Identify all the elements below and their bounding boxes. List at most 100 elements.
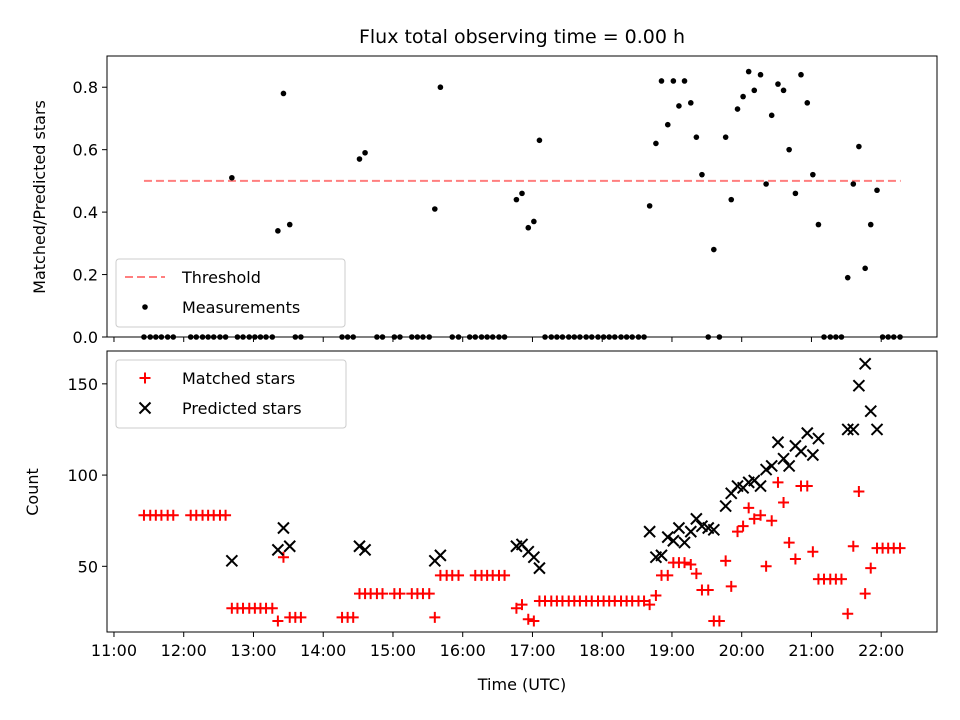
- measurement-point: [763, 181, 769, 187]
- matched-star-point: [713, 615, 725, 627]
- matched-star-point: [783, 537, 795, 549]
- predicted-star-point: [690, 512, 703, 526]
- matched-star-point: [835, 573, 847, 585]
- measurement-point: [670, 78, 677, 84]
- matched-star-point: [732, 526, 744, 538]
- predicted-star-point: [678, 536, 691, 549]
- matched-star-point: [842, 608, 854, 620]
- top-y-tick-label: 0.6: [73, 141, 98, 160]
- measurement-point: [275, 228, 281, 234]
- measurement-point: [531, 218, 537, 225]
- matched-star-point: [801, 480, 813, 492]
- measurement-point: [775, 81, 781, 87]
- bottom-plot-frame: [106, 350, 938, 633]
- matched-star-point: [295, 611, 307, 623]
- matched-star-point: [679, 557, 691, 569]
- matched-star-point: [743, 502, 755, 514]
- predicted-star-point: [771, 436, 785, 449]
- bottom-legend-box: [115, 359, 347, 429]
- top-y-tick-label: 0.0: [73, 328, 98, 347]
- measurement-point: [751, 87, 758, 94]
- predicted-star-point: [353, 540, 366, 553]
- predicted-star-point: [434, 549, 447, 562]
- matched-star-point: [644, 599, 656, 611]
- predicted-star-point: [533, 561, 546, 575]
- measurement-point: [786, 146, 792, 153]
- measurement-point: [862, 265, 868, 272]
- matched-star-point: [377, 588, 389, 600]
- measurement-point: [728, 196, 735, 203]
- bottom-panel: 50 100 150 11:00 12:00 13:00 14:00 15:00 16:00 17…: [67, 350, 938, 660]
- bottom-x-tick-label: 18:00: [579, 641, 625, 660]
- measurement-point: [768, 112, 775, 119]
- matched-star-point: [894, 542, 906, 554]
- matched-star-point: [220, 509, 232, 521]
- top-y-tick-label: 0.4: [73, 203, 98, 222]
- matched-star-point: [760, 560, 772, 572]
- matched-star-point: [266, 602, 278, 614]
- bottom-x-tick-label: 19:00: [649, 641, 695, 660]
- predicted-star-point: [806, 448, 820, 462]
- predicted-star-point: [684, 525, 697, 538]
- matched-star-point: [772, 476, 784, 488]
- matched-star-point: [865, 562, 877, 574]
- matched-star-point: [859, 588, 871, 600]
- top-legend-box: [115, 258, 346, 328]
- measurement-point: [687, 100, 694, 106]
- measurement-point: [798, 71, 804, 78]
- measurements-legend-swatch: [142, 304, 148, 310]
- predicted-star-point: [794, 445, 808, 458]
- matched-star-point: [748, 513, 760, 525]
- measurement-point: [286, 221, 293, 228]
- predicted-star-point: [864, 405, 877, 418]
- predicted-star-point: [667, 534, 680, 547]
- matched-star-point: [755, 509, 767, 521]
- top-y-tick-label: 0.8: [73, 78, 98, 97]
- matched-star-point: [347, 611, 359, 623]
- measurement-point: [519, 190, 525, 197]
- matched-star-point: [516, 599, 528, 611]
- measurement-point: [740, 93, 746, 100]
- predicted-star-point: [271, 543, 285, 557]
- measurement-point: [810, 171, 816, 178]
- matched-star-point: [778, 496, 790, 508]
- bottom-legend-label: Matched stars: [182, 369, 295, 388]
- measurement-point: [874, 187, 880, 194]
- predicted-star-point: [801, 426, 814, 440]
- bottom-y-tick-label: 100: [67, 466, 98, 485]
- matched-star-point: [429, 611, 441, 623]
- measurement-point: [229, 174, 235, 181]
- measurement-point: [867, 221, 874, 228]
- measurement-point: [664, 121, 671, 128]
- bottom-x-tick-label: 17:00: [509, 641, 555, 660]
- top-plot-frame: [106, 55, 938, 338]
- measurement-point: [536, 137, 543, 144]
- bottom-y-tick-label: 150: [67, 375, 98, 394]
- measurement-point: [850, 181, 857, 187]
- measurement-point: [653, 140, 659, 147]
- measurement-point: [681, 78, 688, 84]
- matched-star-point: [499, 569, 511, 581]
- measurement-point: [792, 190, 799, 197]
- top-panel: 0.0 0.2 0.4 0.6 0.8 Threshold Measurements: [73, 55, 938, 347]
- matched-star-point: [453, 569, 465, 581]
- bottom-y-tick-label: 50: [78, 557, 98, 576]
- matched-star-point: [272, 615, 284, 627]
- matched-legend-swatch: [139, 372, 151, 384]
- predicted-star-point: [358, 543, 372, 557]
- measurement-point: [432, 206, 438, 212]
- chart-title: Flux total observing time = 0.00 h: [359, 26, 685, 48]
- matched-star-point: [807, 546, 819, 558]
- measurement-point: [646, 203, 653, 209]
- matched-star-point: [737, 520, 749, 532]
- measurement-point: [699, 171, 705, 178]
- predicted-star-point: [655, 549, 668, 562]
- predicted-star-point: [841, 423, 854, 436]
- predicted-legend-swatch: [138, 401, 152, 415]
- matched-star-point: [853, 486, 865, 497]
- predicted-star-point: [782, 459, 796, 473]
- measurement-point: [844, 274, 851, 281]
- bottom-y-axis-label: Count: [23, 468, 42, 516]
- predicted-star-point: [759, 463, 773, 476]
